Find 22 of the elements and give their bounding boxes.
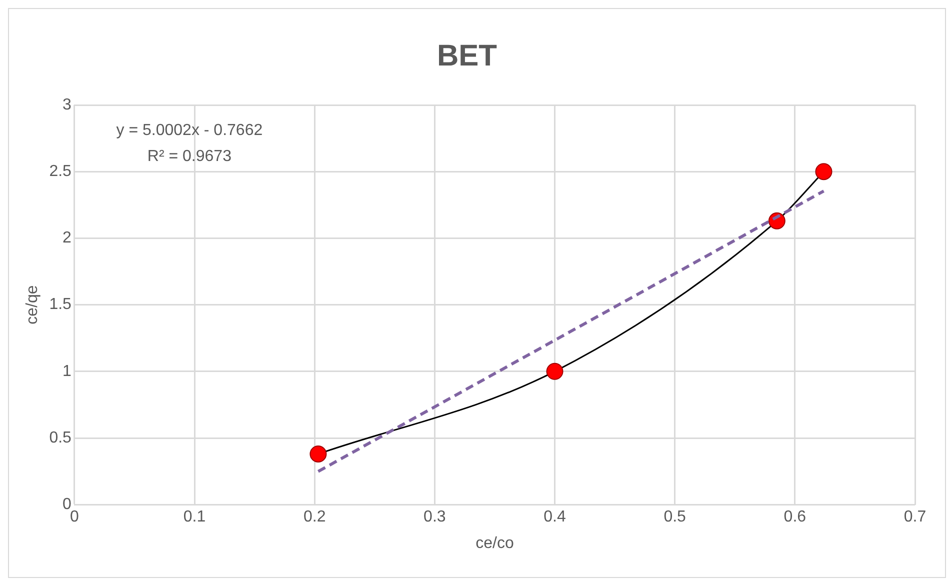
y-tick-label: 2 — [62, 230, 72, 247]
annotation: R² = 0.9673 — [147, 148, 232, 165]
x-tick-label: 0.4 — [544, 508, 566, 526]
chart-title: BET — [437, 39, 497, 72]
y-tick-label: 2.5 — [49, 163, 72, 180]
y-tick-label: 0.5 — [49, 429, 72, 446]
x-axis-title: ce/co — [476, 534, 514, 552]
y-axis-title: ce/qe — [24, 285, 42, 324]
x-tick-label: 0.6 — [784, 508, 806, 526]
point — [546, 362, 564, 380]
annotation: y = 5.0002x - 0.7662 — [116, 122, 263, 139]
x-tick-label: 0.2 — [303, 508, 326, 526]
y-tick-label: 3 — [62, 96, 72, 114]
y-tick-label: 1.5 — [49, 296, 72, 314]
x-tick-label: 0.5 — [664, 508, 686, 526]
x-tick-label: 0.3 — [424, 508, 446, 526]
y-tick-label: 0 — [62, 496, 72, 514]
y-tick-label: 1 — [62, 362, 72, 380]
point — [310, 445, 327, 462]
x-tick-label: 0.1 — [183, 508, 206, 526]
x-tick-label: 0.7 — [904, 508, 926, 526]
point — [815, 163, 832, 180]
